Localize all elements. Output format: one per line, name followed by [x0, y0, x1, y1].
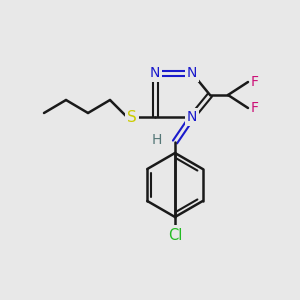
Text: N: N: [150, 66, 160, 80]
Text: Cl: Cl: [168, 227, 182, 242]
Text: N: N: [187, 66, 197, 80]
Text: F: F: [251, 75, 259, 89]
Text: S: S: [127, 110, 137, 124]
Text: N: N: [187, 110, 197, 124]
Text: F: F: [251, 101, 259, 115]
Text: H: H: [152, 133, 162, 147]
